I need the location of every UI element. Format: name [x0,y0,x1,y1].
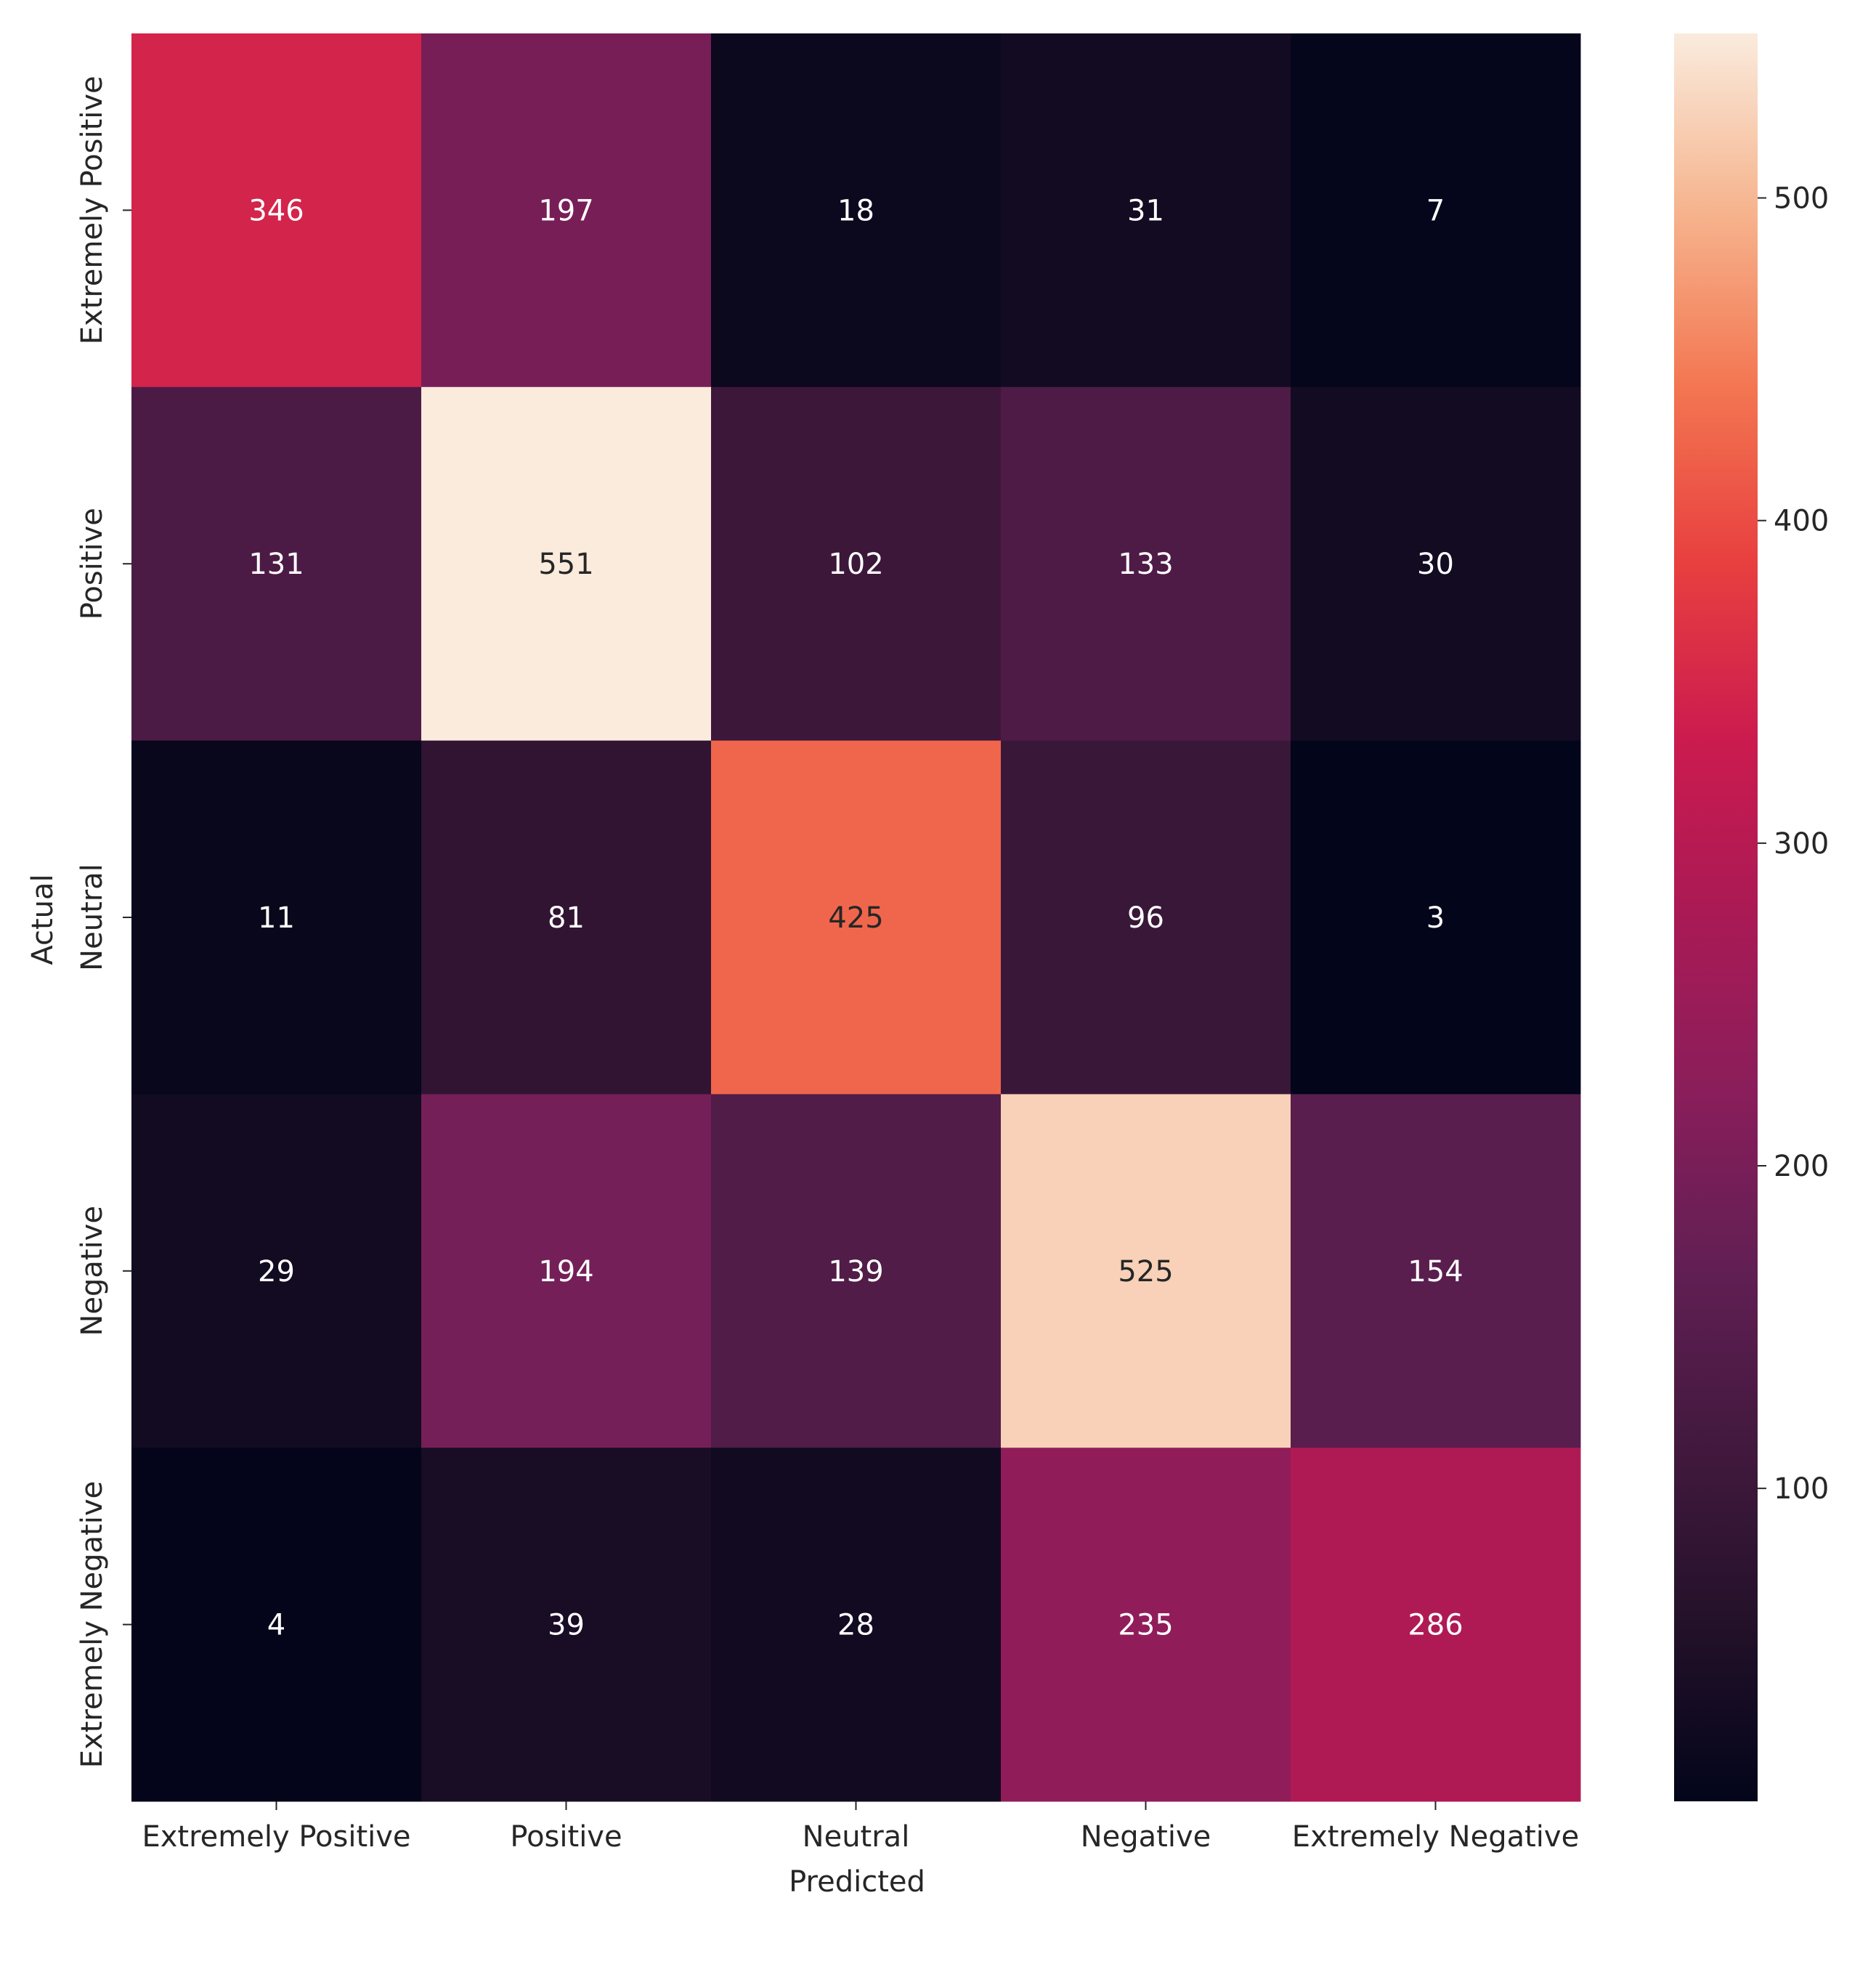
y-tick-label: Extremely Positive [76,76,109,344]
x-axis-label: Predicted [789,1865,925,1899]
x-tick-label: Extremely Negative [1292,1820,1579,1854]
heatmap-cell [131,1094,422,1448]
x-tick-label: Extremely Positive [142,1820,410,1854]
heatmap-cell [131,386,422,742]
cell-value-label: 31 [1127,194,1164,227]
heatmap-cell [131,1448,422,1802]
heatmap-cell [711,33,1002,388]
y-axis-label: Actual [26,874,60,965]
heatmap-cell [131,740,422,1095]
cell-value-label: 235 [1118,1609,1173,1642]
heatmap-cell [1291,740,1581,1095]
cell-value-label: 425 [828,901,883,935]
heatmap-cell [711,740,1002,1095]
colorbar-tick-label: 300 [1774,827,1829,861]
cell-value-label: 28 [837,1609,874,1642]
cell-value-label: 11 [258,901,295,935]
cell-value-label: 525 [1118,1255,1173,1289]
heatmap-cell [1001,1448,1291,1802]
heatmap-cell [421,1094,712,1448]
cell-value-label: 7 [1426,194,1445,227]
x-tick-label: Negative [1081,1820,1211,1854]
heatmap-cell [131,33,422,388]
cell-value-label: 551 [538,548,593,581]
colorbar-tick-label: 100 [1774,1472,1829,1506]
heatmap-cell [421,1448,712,1802]
heatmap-cell [1001,1094,1291,1448]
colorbar-tick-label: 400 [1774,505,1829,538]
heatmap-cell [1291,386,1581,742]
cell-value-label: 102 [828,548,883,581]
heatmap-cell [1291,1094,1581,1448]
cell-value-label: 18 [837,194,874,227]
heatmap-cell-labels: 346 197 18 31 7 131 551 102 133 30 11 81 425 96 3 29 194… [248,194,1463,1642]
heatmap-cells [131,33,1581,1802]
heatmap-cell [711,1094,1002,1448]
heatmap-cell [711,386,1002,742]
y-tick-label: Extremely Negative [76,1481,109,1768]
colorbar-tick-label: 200 [1774,1150,1829,1183]
heatmap-cell [421,33,712,388]
cell-value-label: 39 [548,1609,585,1642]
heatmap-cell [421,740,712,1095]
cell-value-label: 197 [538,194,593,227]
y-axis: Extremely Positive Positive Neutral Negativ… [76,76,131,1768]
cell-value-label: 96 [1127,901,1164,935]
cell-value-label: 286 [1408,1609,1463,1642]
cell-value-label: 133 [1118,548,1173,581]
cell-value-label: 30 [1417,548,1454,581]
heatmap-cell [711,1448,1002,1802]
x-tick-label: Neutral [803,1820,910,1854]
heatmap-cell [421,386,712,742]
y-tick-label: Positive [76,508,109,620]
cell-value-label: 81 [548,901,585,935]
cell-value-label: 154 [1408,1255,1463,1289]
heatmap-cell [1001,386,1291,742]
y-tick-label: Negative [76,1206,109,1336]
cell-value-label: 139 [828,1255,883,1289]
cell-value-label: 131 [248,548,304,581]
cell-value-label: 29 [258,1255,295,1289]
heatmap-cell [1001,33,1291,388]
colorbar-ticks: 100 200 300 400 500 [1758,182,1829,1506]
heatmap-cell [1291,1448,1581,1802]
heatmap-cell [1291,33,1581,388]
colorbar [1674,33,1758,1801]
x-axis: Extremely Positive Positive Neutral Negativ… [142,1801,1579,1854]
x-tick-label: Positive [510,1820,622,1854]
colorbar-tick-label: 500 [1774,182,1829,216]
cell-value-label: 194 [538,1255,593,1289]
heatmap-cell [1001,740,1291,1095]
cell-value-label: 3 [1426,901,1445,935]
cell-value-label: 4 [267,1609,285,1642]
cell-value-label: 346 [248,194,304,227]
y-tick-label: Neutral [76,864,109,971]
